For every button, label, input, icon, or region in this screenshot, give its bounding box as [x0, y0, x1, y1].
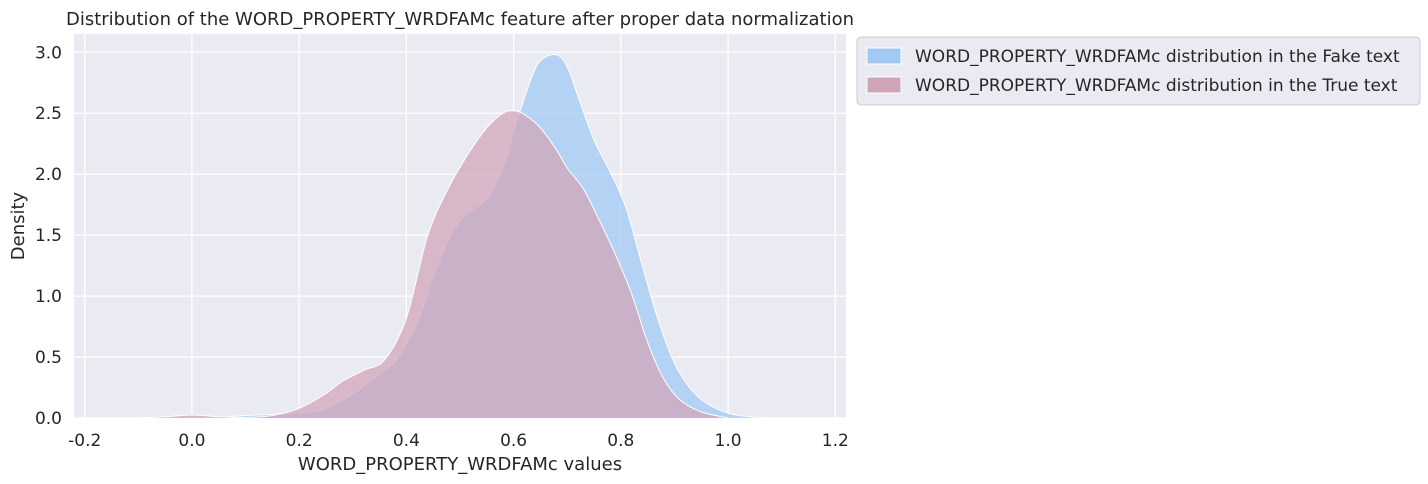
y-tick-label: 3.0	[35, 43, 62, 63]
x-axis-label: WORD_PROPERTY_WRDFAMc values	[298, 454, 622, 475]
x-tick-label: 0.8	[607, 431, 634, 451]
y-tick-label: 0.0	[35, 409, 62, 429]
y-axis-label: Density	[8, 191, 29, 260]
y-tick-label: 2.5	[35, 104, 62, 124]
y-tick-label: 2.0	[35, 165, 62, 185]
legend-frame	[856, 36, 1421, 106]
y-tick-label: 1.0	[35, 287, 62, 307]
density-outline-true	[138, 110, 729, 419]
legend: WORD_PROPERTY_WRDFAMc distribution in th…	[856, 36, 1421, 106]
x-tick-label: 0.0	[178, 431, 205, 451]
density-areas	[138, 54, 793, 419]
y-tick-label: 0.5	[35, 348, 62, 368]
x-tick-label: 1.0	[715, 431, 742, 451]
x-tick-labels: -0.2 0.0 0.2 0.4 0.6 0.8 1.0 1.2	[68, 431, 849, 451]
legend-label-fake: WORD_PROPERTY_WRDFAMc distribution in th…	[915, 47, 1400, 67]
legend-swatch-true	[866, 76, 902, 94]
y-tick-label: 1.5	[35, 226, 62, 246]
legend-label-true: WORD_PROPERTY_WRDFAMc distribution in th…	[915, 76, 1398, 96]
density-area-true	[138, 110, 729, 418]
x-tick-label: 0.6	[500, 431, 527, 451]
y-tick-labels: 0.0 0.5 1.0 1.5 2.0 2.5 3.0	[35, 43, 62, 429]
chart-title: Distribution of the WORD_PROPERTY_WRDFAM…	[66, 9, 854, 30]
x-tick-label: -0.2	[68, 431, 101, 451]
x-tick-label: 1.2	[822, 431, 849, 451]
x-tick-label: 0.2	[286, 431, 313, 451]
legend-swatch-fake	[866, 47, 902, 65]
x-tick-label: 0.4	[393, 431, 420, 451]
